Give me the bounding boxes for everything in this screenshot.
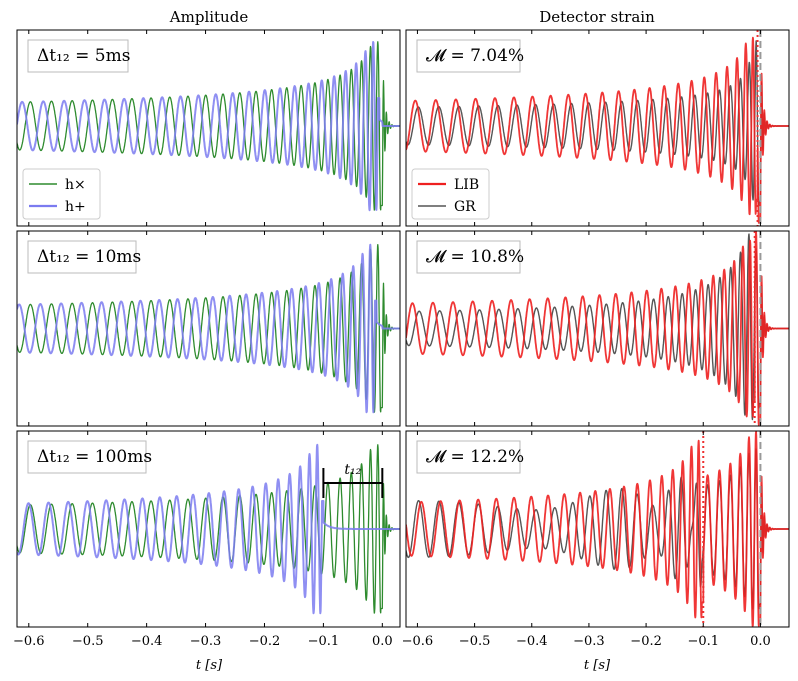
series-line-h-plus xyxy=(17,443,400,615)
annotation-box xyxy=(27,440,147,474)
annotation-label: Δt₁₂ = 100ms xyxy=(37,447,152,467)
series-line-h-plus xyxy=(17,243,400,414)
x-tick-label: −0.6 xyxy=(13,634,45,649)
annotation-box xyxy=(27,240,137,274)
annotation-box xyxy=(416,440,521,474)
panel-frame xyxy=(16,29,401,227)
legend-label: GR xyxy=(454,199,476,215)
panel-frame xyxy=(405,430,790,628)
panel-strain-row-0: 𝓜 = 7.04% LIB GR xyxy=(405,29,790,227)
x-tick-label: −0.3 xyxy=(573,634,605,649)
panel-amplitude-row-1: Δt₁₂ = 10ms xyxy=(16,230,401,427)
x-tick-label: −0.4 xyxy=(131,634,163,649)
x-tick-label: −0.1 xyxy=(308,634,340,649)
series-line-gr xyxy=(406,40,789,207)
annotation-box xyxy=(416,240,521,274)
column-title-detector-strain: Detector strain xyxy=(539,8,655,26)
panel-strain-row-1: 𝓜 = 10.8% xyxy=(405,230,790,427)
legend-label: h+ xyxy=(65,199,86,215)
series-line-h-cross xyxy=(17,41,400,211)
legend-label: h× xyxy=(65,177,86,193)
annotation-label: 𝓜 = 10.8% xyxy=(426,247,524,267)
panel-amplitude-row-0: Δt₁₂ = 5ms h× h+ xyxy=(16,29,401,227)
column-title-amplitude: Amplitude xyxy=(169,8,249,26)
panel-frame xyxy=(405,29,790,227)
x-tick-label: 0.0 xyxy=(372,634,393,649)
series-line-h-cross xyxy=(17,244,400,413)
panel-amplitude-row-2: −0.6 −0.5 −0.4 −0.3 −0.2 −0.1 0.0 Δt₁₂ = 100ms t… xyxy=(13,430,401,649)
panel-strain-row-2: −0.6 −0.5 −0.4 −0.3 −0.2 −0.1 0.0 𝓜 = 12.2% xyxy=(402,430,790,649)
t12-label: t₁₂ xyxy=(344,462,361,478)
x-tick-label: 0.0 xyxy=(750,634,771,649)
annotation-label: Δt₁₂ = 10ms xyxy=(37,247,141,267)
annotation-label: 𝓜 = 7.04% xyxy=(426,46,524,66)
x-tick-label: −0.2 xyxy=(249,634,281,649)
legend xyxy=(22,168,101,220)
series-line-lib xyxy=(406,231,789,426)
series-line-h-cross xyxy=(17,444,400,614)
legend-label: LIB xyxy=(454,177,479,193)
series-line-gr xyxy=(406,233,789,421)
panel-frame xyxy=(16,230,401,427)
annotation-box xyxy=(27,39,129,73)
series-line-lib xyxy=(406,431,789,627)
x-tick-label: −0.4 xyxy=(516,634,548,649)
series-line-h-plus xyxy=(17,41,400,212)
x-axis-label-left: t [s] xyxy=(196,658,223,673)
series-line-lib xyxy=(406,36,789,224)
x-tick-label: −0.3 xyxy=(190,634,222,649)
x-tick-label: −0.2 xyxy=(630,634,662,649)
x-tick-label: −0.6 xyxy=(402,634,434,649)
x-tick-label: −0.5 xyxy=(459,634,491,649)
annotation-label: 𝓜 = 12.2% xyxy=(426,447,524,467)
annotation-box xyxy=(416,39,521,73)
x-tick-label: −0.5 xyxy=(72,634,104,649)
panel-frame xyxy=(16,430,401,628)
annotation-label: Δt₁₂ = 5ms xyxy=(37,46,130,66)
x-axis-label-right: t [s] xyxy=(584,658,611,673)
x-tick-label: −0.1 xyxy=(687,634,719,649)
panel-frame xyxy=(405,230,790,427)
